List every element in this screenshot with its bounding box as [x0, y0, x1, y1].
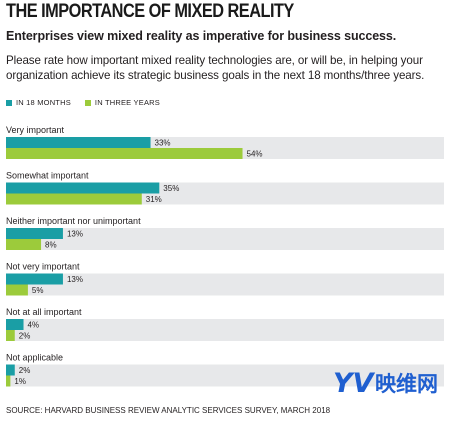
- data-label: 5%: [32, 286, 44, 295]
- chart-subtitle: Enterprises view mixed reality as impera…: [6, 29, 397, 43]
- bar-three-years: [6, 284, 28, 296]
- data-label: 13%: [67, 230, 83, 239]
- bar-three-years: [6, 193, 142, 205]
- source-note: SOURCE: HARVARD BUSINESS REVIEW ANALYTIC…: [6, 406, 331, 415]
- watermark-text: 映维网: [375, 372, 438, 396]
- legend-swatch-three-years: [84, 99, 91, 106]
- survey-question: Please rate how important mixed reality …: [6, 54, 425, 82]
- legend: IN 18 MONTHS IN THREE YEARS: [6, 98, 160, 107]
- chart-title: THE IMPORTANCE OF MIXED REALITY: [6, 1, 294, 22]
- bar-three-years: [6, 239, 42, 250]
- bar-track: [6, 330, 444, 341]
- bar-track: [6, 273, 444, 285]
- bar-three-years: [6, 148, 243, 159]
- data-label: 2%: [19, 366, 31, 375]
- bar-track: [6, 182, 444, 194]
- data-label: 13%: [67, 275, 83, 284]
- data-label: 31%: [146, 195, 162, 204]
- bar-track: [6, 319, 444, 330]
- bar-track: [6, 364, 444, 376]
- category-label: Not very important: [6, 262, 80, 272]
- watermark-logo: YV 映维网: [333, 368, 438, 396]
- bar-18-months: [6, 319, 24, 330]
- bar-18-months: [6, 137, 151, 148]
- category-label: Very important: [6, 125, 65, 135]
- bar-track: [6, 239, 444, 250]
- bar-18-months: [6, 273, 63, 285]
- legend-item-three-years: IN THREE YEARS: [84, 98, 160, 107]
- category-label: Neither important nor unimportant: [6, 216, 141, 226]
- category-label: Not applicable: [6, 353, 63, 363]
- bar-18-months: [6, 182, 160, 194]
- data-label: 4%: [28, 321, 40, 330]
- bar-three-years: [6, 330, 15, 341]
- legend-label-18-months: IN 18 MONTHS: [16, 98, 71, 107]
- data-label: 8%: [45, 241, 57, 250]
- legend-label-three-years: IN THREE YEARS: [94, 98, 160, 107]
- data-label: 33%: [155, 139, 171, 148]
- data-label: 1%: [14, 377, 26, 386]
- bar-track: [6, 193, 444, 205]
- bar-track: [6, 284, 444, 296]
- bar-18-months: [6, 228, 63, 239]
- bar-track: [6, 375, 444, 387]
- data-label: 54%: [247, 150, 263, 159]
- legend-swatch-18-months: [6, 99, 12, 106]
- data-label: 2%: [19, 332, 31, 341]
- bar-18-months: [6, 364, 15, 376]
- watermark-logo-mark: YV: [333, 368, 376, 396]
- legend-item-18-months: IN 18 MONTHS: [6, 98, 71, 107]
- bar-track: [6, 137, 444, 148]
- data-label: 35%: [163, 184, 179, 193]
- bar-track: [6, 228, 444, 239]
- category-label: Not at all important: [6, 307, 82, 317]
- bar-three-years: [6, 375, 11, 387]
- category-label: Somewhat important: [6, 171, 89, 181]
